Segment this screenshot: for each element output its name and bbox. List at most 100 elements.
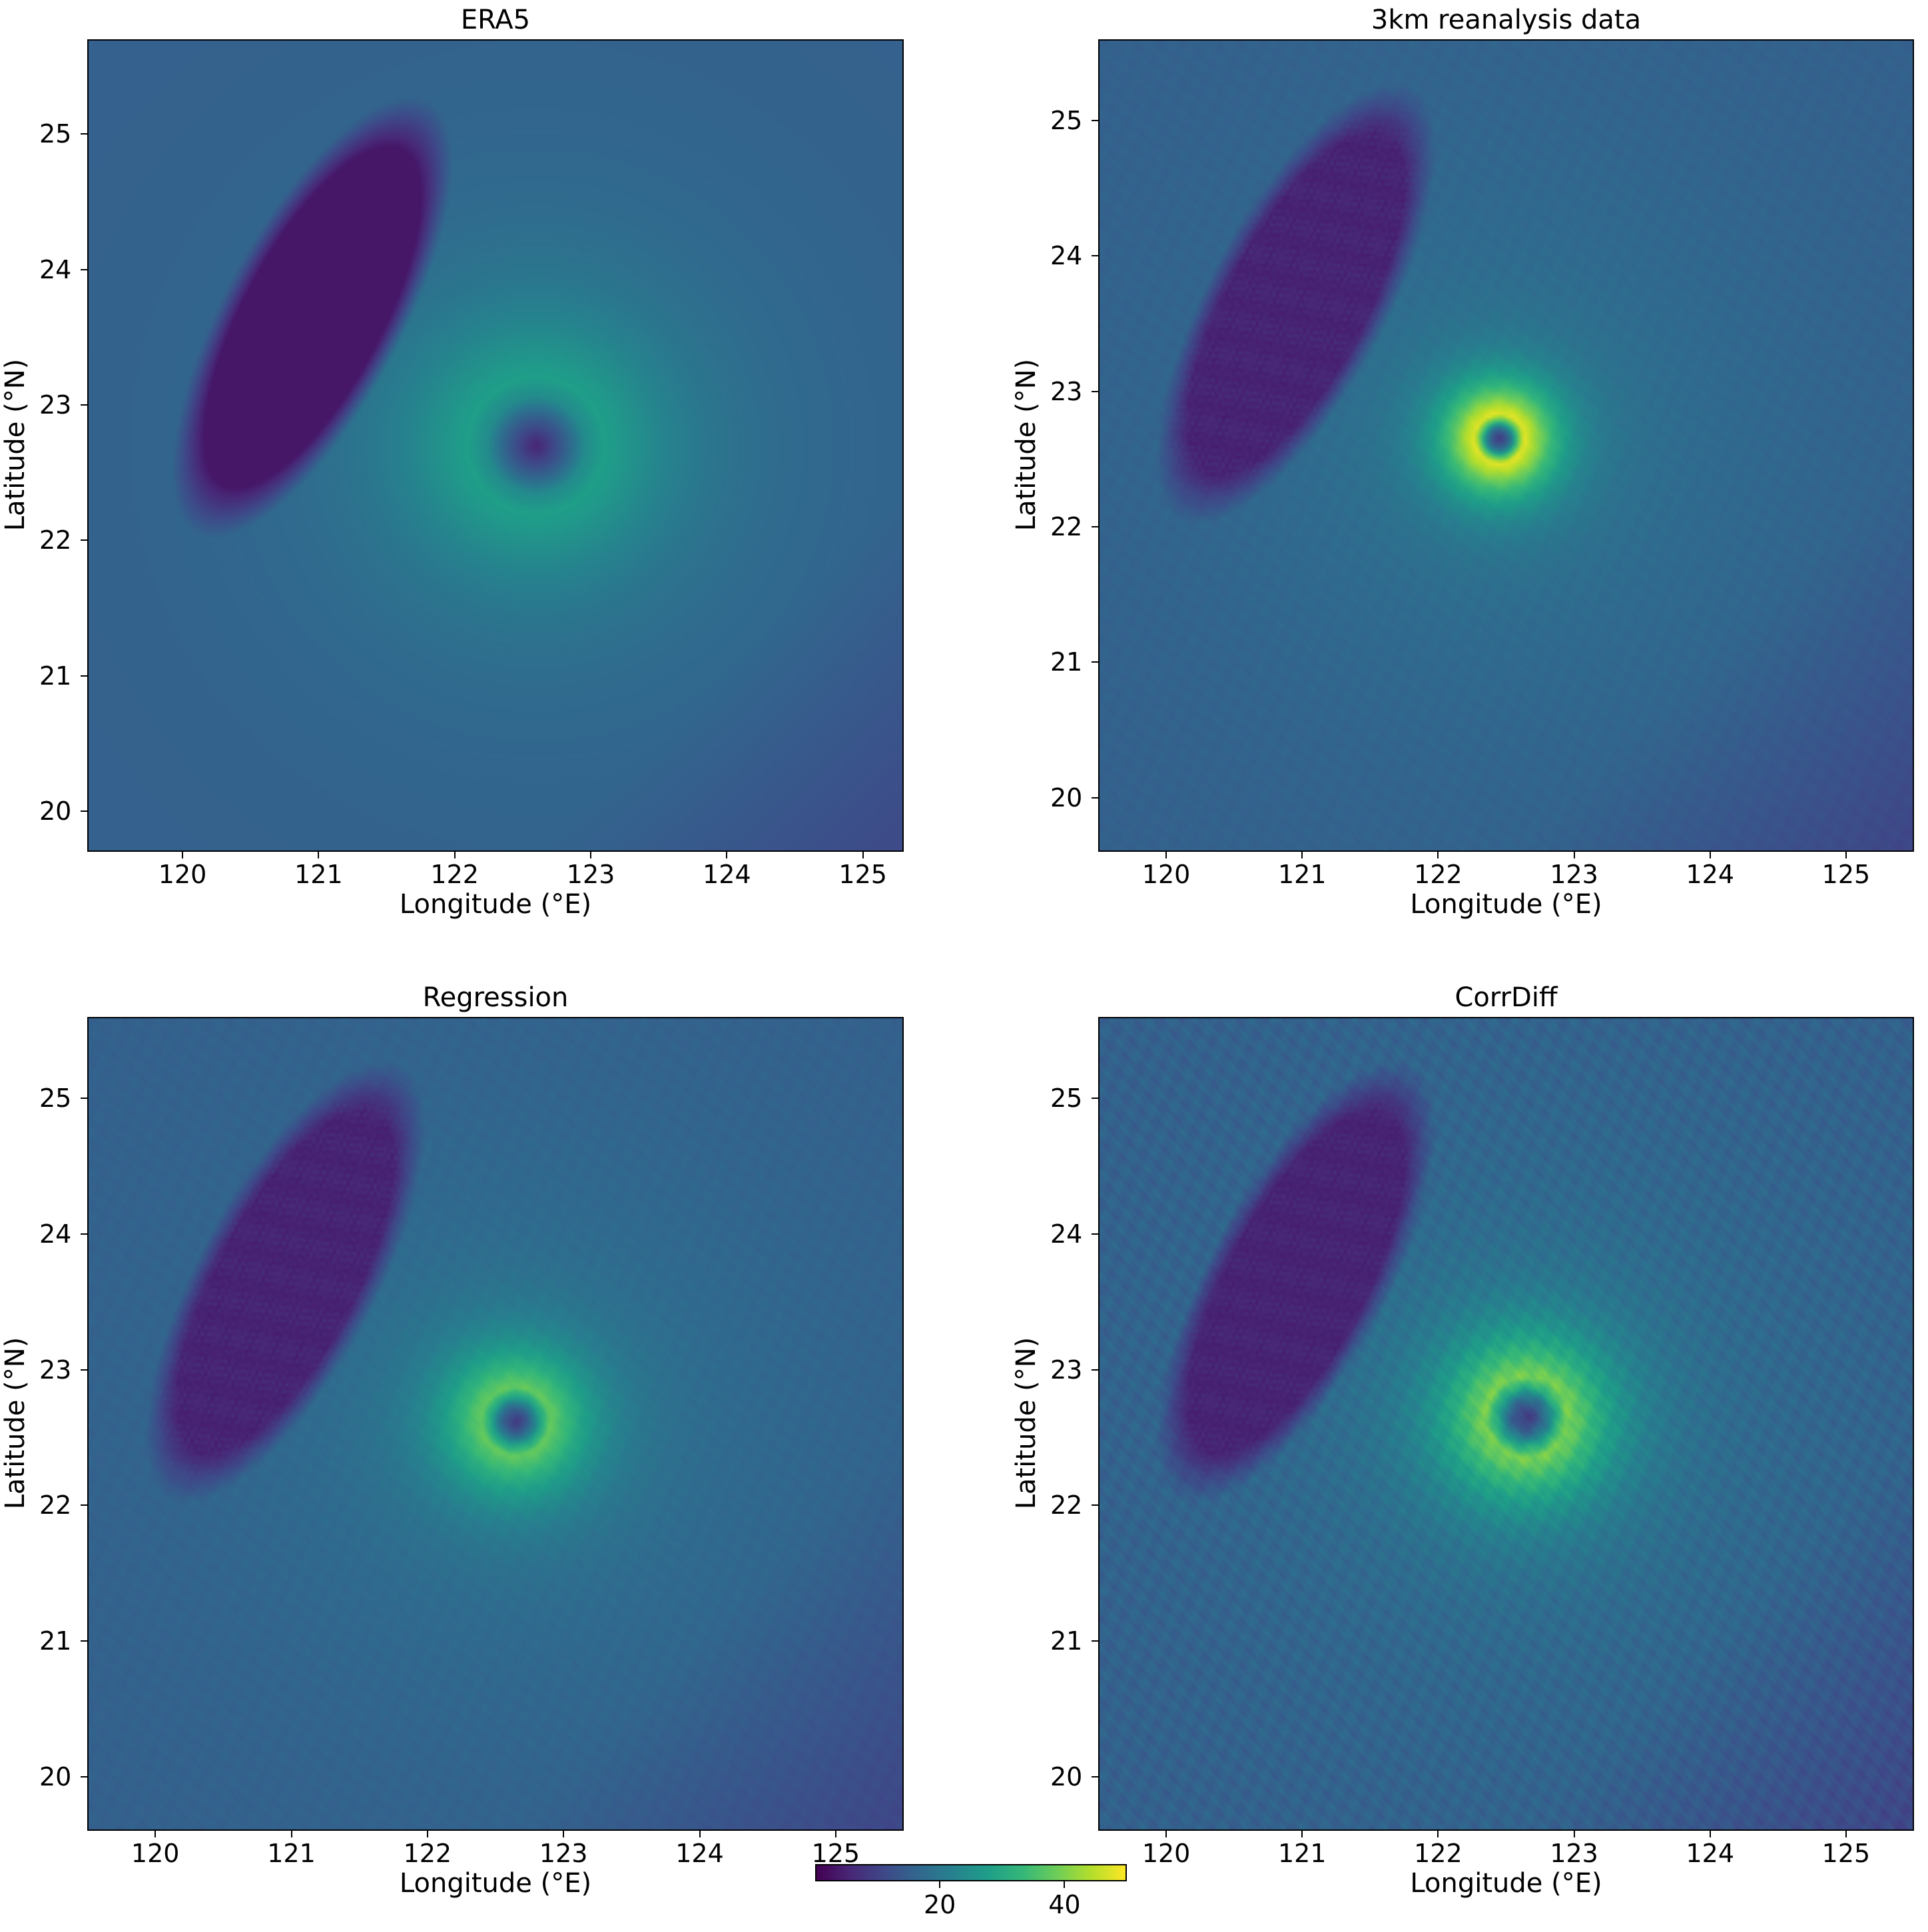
x-tick-label: 122: [1414, 860, 1462, 889]
heatmap-axes-0: [87, 39, 904, 852]
y-tick-mark: [1092, 1098, 1098, 1100]
y-tick-mark: [81, 1640, 87, 1642]
y-tick-mark: [81, 810, 87, 812]
x-tick-label: 124: [675, 1839, 724, 1868]
y-tick-label: 24: [1050, 1219, 1083, 1249]
x-tick-mark: [1437, 1831, 1439, 1837]
y-tick-mark: [1092, 120, 1098, 121]
x-axis-label: Longitude (°E): [399, 1868, 592, 1899]
x-tick-mark: [1709, 852, 1711, 858]
y-tick-mark: [1092, 1640, 1098, 1642]
y-tick-label: 24: [1050, 241, 1083, 271]
colorbar-tick-mark: [1064, 1881, 1066, 1888]
y-tick-mark: [81, 268, 87, 270]
y-tick-label: 21: [1050, 1626, 1083, 1656]
colorbar-tick-label: 40: [1048, 1890, 1081, 1919]
x-tick-label: 124: [1686, 860, 1735, 889]
y-tick-label: 21: [39, 1626, 72, 1656]
heatmap-axes-2: [87, 1017, 904, 1831]
y-tick-mark: [81, 1233, 87, 1235]
y-tick-label: 22: [1050, 1490, 1083, 1520]
x-tick-label: 120: [158, 860, 207, 889]
y-tick-label: 22: [39, 525, 72, 555]
heatmap-image: [1100, 41, 1913, 850]
x-tick-mark: [699, 1831, 701, 1837]
y-tick-mark: [81, 1369, 87, 1371]
y-tick-label: 23: [39, 1355, 72, 1385]
x-tick-label: 125: [811, 1839, 860, 1868]
x-tick-label: 125: [838, 860, 887, 889]
x-tick-mark: [1301, 852, 1303, 858]
y-tick-mark: [81, 539, 87, 541]
x-tick-mark: [563, 1831, 565, 1837]
panel-title: CorrDiff: [1454, 982, 1558, 1013]
x-tick-mark: [1573, 1831, 1575, 1837]
x-tick-mark: [1165, 852, 1167, 858]
y-tick-label: 22: [39, 1490, 72, 1520]
x-tick-label: 121: [1277, 1839, 1327, 1868]
x-tick-label: 123: [566, 860, 615, 889]
colorbar: [815, 1864, 1127, 1881]
y-tick-mark: [1092, 255, 1098, 257]
y-tick-mark: [1092, 661, 1098, 663]
x-tick-mark: [1709, 1831, 1711, 1837]
y-tick-label: 24: [39, 254, 72, 284]
x-tick-mark: [590, 852, 592, 858]
y-tick-mark: [1092, 390, 1098, 392]
y-tick-label: 22: [1050, 512, 1083, 541]
x-tick-mark: [726, 852, 728, 858]
x-tick-label: 122: [1414, 1839, 1462, 1868]
y-tick-label: 21: [1050, 647, 1083, 677]
y-tick-mark: [1092, 797, 1098, 799]
heatmap-axes-1: [1098, 39, 1914, 852]
x-tick-mark: [862, 852, 864, 858]
panel-title: 3km reanalysis data: [1371, 5, 1642, 35]
x-tick-label: 120: [131, 1839, 180, 1868]
x-tick-label: 121: [294, 860, 343, 889]
x-tick-mark: [1573, 852, 1575, 858]
y-tick-label: 20: [39, 1762, 72, 1791]
x-tick-mark: [1165, 1831, 1167, 1837]
x-tick-label: 124: [703, 860, 751, 889]
heatmap-axes-3: [1098, 1017, 1914, 1831]
y-tick-label: 20: [39, 797, 72, 826]
x-tick-mark: [318, 852, 320, 858]
x-tick-label: 123: [539, 1839, 588, 1868]
y-tick-label: 23: [1050, 1355, 1083, 1385]
x-tick-label: 124: [1686, 1839, 1735, 1868]
y-tick-mark: [1092, 1369, 1098, 1371]
x-tick-mark: [1301, 1831, 1303, 1837]
x-tick-label: 123: [1550, 860, 1598, 889]
x-tick-label: 122: [403, 1839, 452, 1868]
y-tick-label: 25: [39, 119, 72, 149]
y-tick-label: 24: [39, 1219, 72, 1249]
y-axis-label: Latitude (°N): [0, 358, 31, 531]
y-tick-label: 23: [1050, 376, 1083, 406]
y-axis-label: Latitude (°N): [1011, 1337, 1042, 1510]
panel-title: Regression: [422, 982, 569, 1013]
y-tick-mark: [81, 1098, 87, 1100]
y-tick-mark: [81, 675, 87, 677]
x-axis-label: Longitude (°E): [1410, 889, 1602, 920]
x-tick-label: 125: [1821, 860, 1871, 889]
y-tick-mark: [1092, 1233, 1098, 1235]
y-tick-label: 20: [1050, 783, 1083, 812]
x-tick-label: 122: [430, 860, 479, 889]
y-tick-mark: [81, 404, 87, 406]
x-tick-mark: [454, 852, 456, 858]
x-tick-label: 123: [1550, 1839, 1598, 1868]
x-tick-mark: [182, 852, 184, 858]
x-tick-mark: [1437, 852, 1439, 858]
x-axis-label: Longitude (°E): [1410, 1868, 1602, 1899]
x-axis-label: Longitude (°E): [399, 889, 592, 920]
colorbar-tick-label: 20: [924, 1890, 956, 1919]
y-tick-label: 25: [1050, 1084, 1083, 1114]
y-tick-label: 21: [39, 661, 72, 691]
y-axis-label: Latitude (°N): [0, 1337, 31, 1510]
y-tick-mark: [81, 1504, 87, 1506]
x-tick-label: 120: [1141, 860, 1191, 889]
x-tick-mark: [1845, 1831, 1847, 1837]
panel-title: ERA5: [460, 5, 531, 35]
y-tick-mark: [1092, 1775, 1098, 1777]
y-tick-label: 25: [39, 1084, 72, 1114]
